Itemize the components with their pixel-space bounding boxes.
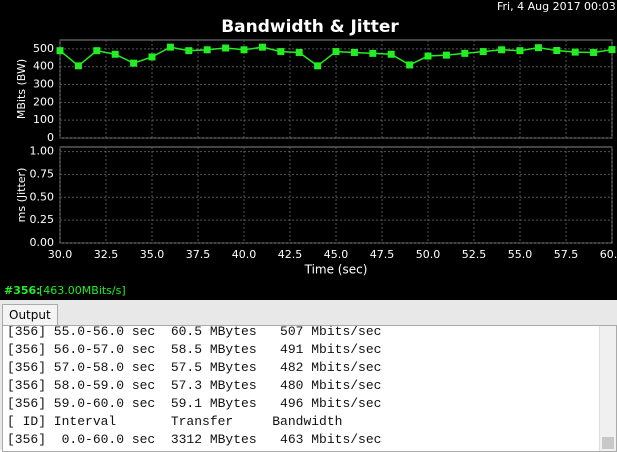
data-point [148,53,156,61]
y-tick-label: 100 [33,113,54,126]
data-point [56,47,64,55]
data-point [240,46,248,54]
data-point [369,49,377,57]
y-tick-label: 0 [47,131,54,144]
data-point [590,48,598,56]
x-tick-label: 52.5 [462,248,487,261]
data-point [185,47,193,55]
data-point [130,59,138,67]
output-line: [356] 55.0-56.0 sec 60.5 MBytes 507 Mbit… [7,325,382,339]
x-tick-label: 30.0 [48,248,73,261]
output-line: [356] 57.0-58.0 sec 57.5 MBytes 482 Mbit… [7,360,382,375]
data-point [498,46,506,54]
output-line: [356] 56.0-57.0 sec 58.5 MBytes 491 Mbit… [7,342,382,357]
x-tick-label: 55.0 [508,248,533,261]
x-axis-label: Time (sec) [304,263,368,277]
x-tick-label: 47.5 [370,248,395,261]
data-point [387,50,395,58]
chart-title: Bandwidth & Jitter [221,17,399,37]
data-point [406,61,414,69]
output-line: [ ID] Interval Transfer Bandwidth [7,414,343,429]
data-point [258,43,266,51]
data-point [203,46,211,54]
output-line: [356] 59.0-60.0 sec 59.1 MBytes 496 Mbit… [7,396,382,411]
output-text: [356] 55.0-56.0 sec 60.5 MBytes 507 Mbit… [2,325,617,452]
x-tick-label: 45.0 [324,248,349,261]
data-point [516,47,524,55]
y-tick-label: 400 [33,60,54,73]
data-point [93,47,101,55]
y-tick-label: 0.25 [30,213,55,226]
data-point [442,51,450,59]
chart-area: Bandwidth & Jitter Fri, 4 Aug 2017 00:03… [0,0,617,300]
x-tick-label: 50.0 [416,248,441,261]
x-tick-label: 37.5 [186,248,211,261]
output-panel: Output [356] 55.0-56.0 sec 60.5 MBytes 5… [0,300,617,452]
y-tick-label: 0.75 [30,167,55,180]
y-tick-label: 500 [33,42,54,55]
status-rate: [463.00MBits/s] [39,284,126,297]
data-point [571,48,579,56]
output-tab[interactable]: Output [2,304,58,325]
x-tick-label: 60.0 [600,248,617,261]
data-point [553,47,561,55]
data-point [111,50,119,58]
y-axis-label: ms (Jitter) [15,168,28,223]
data-point [424,52,432,60]
data-point [479,48,487,56]
output-line: [356] 0.0-60.0 sec 3312 MBytes 463 Mbits… [7,432,382,447]
data-point [314,62,322,70]
x-tick-label: 57.5 [554,248,579,261]
y-axis-label: MBits (BW) [15,59,28,119]
data-point [277,48,285,56]
x-tick-label: 42.5 [278,248,303,261]
status-id: #356: [4,284,41,297]
data-point [461,49,469,57]
output-lines: [356] 55.0-56.0 sec 60.5 MBytes 507 Mbit… [7,325,382,449]
x-tick-label: 40.0 [232,248,257,261]
y-tick-label: 0.50 [30,190,55,203]
data-point [350,48,358,56]
y-tick-label: 0.00 [30,236,55,249]
x-tick-label: 32.5 [94,248,119,261]
data-point [608,46,616,54]
data-point [534,44,542,52]
data-point [332,48,340,56]
data-point [222,44,230,52]
data-point [166,43,174,51]
data-point [295,48,303,56]
output-line: [356] 58.0-59.0 sec 57.3 MBytes 480 Mbit… [7,378,382,393]
y-tick-label: 200 [33,95,54,108]
datetime: Fri, 4 Aug 2017 00:03:33 [497,0,617,13]
scrollbar[interactable] [599,326,616,451]
x-tick-label: 35.0 [140,248,165,261]
y-tick-label: 300 [33,78,54,91]
y-tick-label: 1.00 [30,145,55,158]
scroll-thumb[interactable] [602,437,614,449]
data-point [74,62,82,70]
